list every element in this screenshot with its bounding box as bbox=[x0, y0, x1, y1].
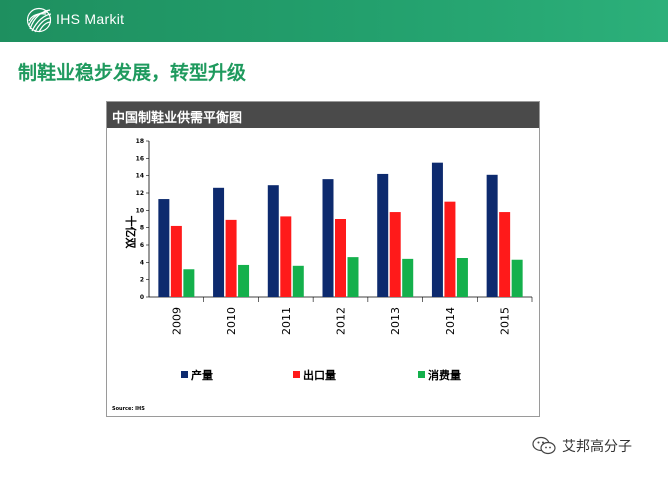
x-tick-label: 2012 bbox=[335, 307, 348, 335]
legend-label: 出口量 bbox=[303, 368, 336, 382]
bar-2012-1 bbox=[322, 179, 334, 297]
y-tick-label: 14 bbox=[136, 173, 144, 180]
bar-2012-2 bbox=[335, 219, 346, 297]
legend-label: 消费量 bbox=[428, 368, 461, 382]
bar-2010-1 bbox=[213, 187, 225, 297]
watermark-text: 艾邦高分子 bbox=[562, 439, 632, 455]
bar-2015-2 bbox=[499, 212, 511, 297]
bar-2013-1 bbox=[377, 173, 389, 297]
bar-2011-1 bbox=[267, 185, 279, 297]
bar-2015-1 bbox=[486, 174, 498, 297]
bar-2014-2 bbox=[444, 201, 456, 297]
bar-2013-3 bbox=[402, 258, 414, 297]
bar-2014-3 bbox=[456, 258, 468, 297]
bar-2010-3 bbox=[238, 264, 250, 297]
y-tick-label: 18 bbox=[136, 138, 144, 145]
source-note: Source: IHS bbox=[112, 406, 145, 412]
bar-2011-2 bbox=[280, 216, 292, 297]
y-tick-label: 2 bbox=[140, 277, 144, 284]
x-tick-label: 2014 bbox=[444, 307, 457, 335]
y-axis-label: 十亿双 bbox=[124, 216, 138, 249]
y-tick-label: 0 bbox=[140, 294, 144, 301]
y-tick-label: 4 bbox=[140, 259, 144, 266]
x-tick-label: 2010 bbox=[225, 307, 238, 335]
chart-canvas: 0 2 4 6 8 10 12 14 16 18 2009 2010 2011 2012 2013 2014… bbox=[124, 138, 533, 382]
x-tick-label: 2013 bbox=[389, 307, 402, 335]
chart-header: 中国制鞋业供需平衡图 bbox=[107, 102, 539, 128]
bar-2012-3 bbox=[347, 257, 359, 297]
header-banner: IHS Markit bbox=[0, 0, 668, 42]
x-tick-label: 2011 bbox=[280, 307, 293, 335]
x-tick-label: 2015 bbox=[499, 307, 512, 335]
bar-2009-2 bbox=[170, 225, 182, 297]
bar-2014-1 bbox=[431, 162, 443, 297]
y-tick-label: 10 bbox=[136, 207, 144, 214]
y-tick-label: 12 bbox=[136, 190, 144, 197]
brand-name: IHS Markit bbox=[56, 11, 125, 27]
chart-panel: 中国制鞋业供需平衡图 0 2 4 6 8 10 12 14 16 18 2009 2010 2011 2… bbox=[106, 101, 540, 417]
bar-2015-3 bbox=[511, 259, 523, 297]
legend-swatch bbox=[418, 371, 425, 378]
bar-2009-1 bbox=[158, 199, 170, 297]
y-tick-label: 8 bbox=[140, 225, 144, 232]
legend-swatch bbox=[293, 371, 300, 378]
bar-2009-3 bbox=[183, 269, 195, 297]
legend-label: 产量 bbox=[191, 368, 213, 382]
y-tick-label: 6 bbox=[140, 242, 144, 249]
chart-title: 中国制鞋业供需平衡图 bbox=[112, 111, 243, 126]
wechat-icon bbox=[532, 436, 556, 455]
legend-swatch bbox=[181, 371, 188, 378]
y-tick-label: 16 bbox=[136, 155, 144, 162]
x-tick-label: 2009 bbox=[170, 307, 183, 335]
slide-title: 制鞋业稳步发展，转型升级 bbox=[18, 62, 247, 84]
watermark: 艾邦高分子 bbox=[532, 436, 632, 456]
bar-2010-2 bbox=[225, 219, 237, 297]
bar-2011-3 bbox=[292, 265, 304, 297]
ihs-globe-icon bbox=[26, 7, 52, 33]
bar-2013-2 bbox=[389, 212, 401, 297]
